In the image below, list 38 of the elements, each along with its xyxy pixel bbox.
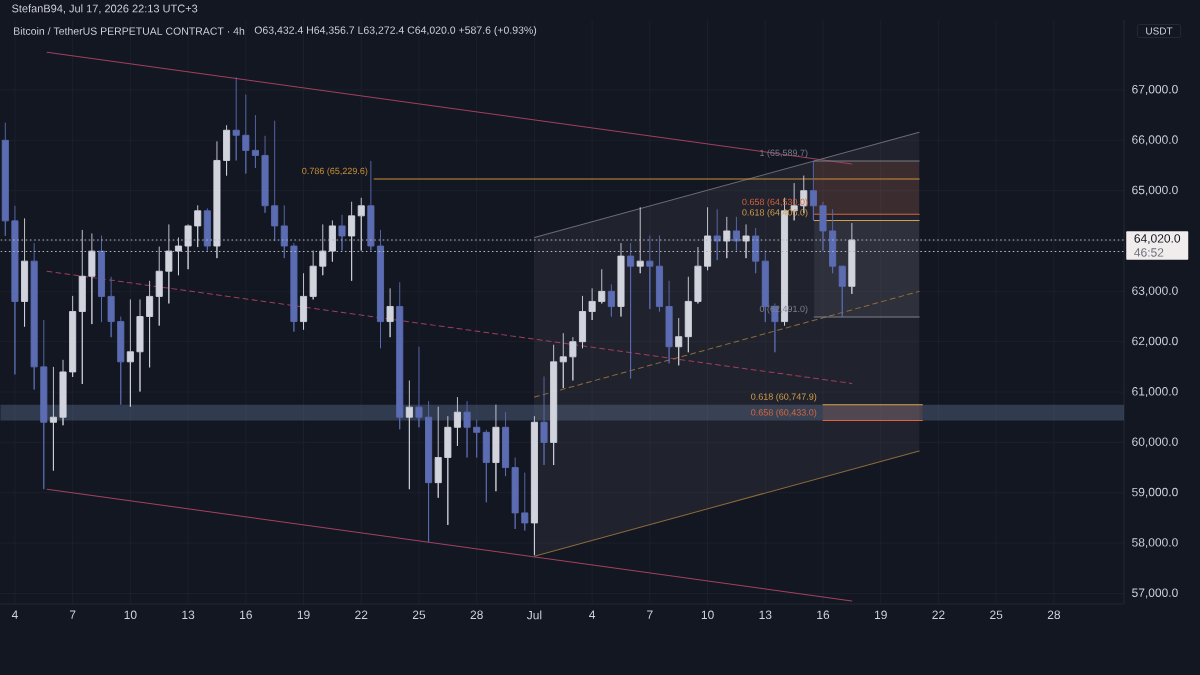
- x-tick-label: 22: [355, 610, 368, 619]
- x-tick-label: Jul: [526, 610, 542, 620]
- text: 46:52: [1134, 248, 1164, 257]
- x-tick-label: 10: [124, 610, 137, 620]
- x-tick-label: 13: [182, 610, 195, 620]
- y-tick-label: 61,000.0: [1132, 387, 1178, 398]
- y-tick-label: 66,000.0: [1132, 135, 1178, 146]
- y-tick-label: 57,000.0: [1132, 588, 1178, 599]
- text: Bitcoin / TetherUS PERPETUAL CONTRACT · 4h: [14, 27, 245, 35]
- x-tick-label: 16: [240, 610, 252, 620]
- x-tick-label: 25: [412, 610, 426, 620]
- x-tick-label: 16: [817, 610, 830, 620]
- x-tick-label: 19: [874, 610, 887, 620]
- x-tick-label: 4: [589, 610, 596, 619]
- x-tick-label: 13: [759, 610, 772, 620]
- x-tick-label: 28: [1047, 610, 1061, 620]
- y-tick-label: 60,000.0: [1132, 437, 1178, 448]
- y-tick-label: 58,000.0: [1132, 538, 1178, 549]
- x-tick-label: 22: [932, 610, 945, 619]
- x-tick-label: 28: [470, 610, 483, 620]
- x-tick-label: 19: [297, 610, 310, 620]
- y-tick-label: 59,000.0: [1132, 487, 1178, 498]
- x-tick-label: 4: [11, 610, 18, 619]
- y-tick-label: 62,000.0: [1132, 336, 1178, 347]
- series-label: 0.786 (65,229.6): [302, 167, 368, 176]
- x-tick-label: 7: [69, 610, 76, 619]
- x-tick-label: 25: [990, 610, 1003, 620]
- series-label: 0.618 (60,747.9): [751, 393, 817, 402]
- ref-line-label: 64,020.0: [1134, 234, 1181, 245]
- y-axis-title: USDT: [1146, 27, 1173, 35]
- y-tick-label: 65,000.0: [1132, 185, 1178, 196]
- text: StefanB94, Jul 17, 2026 22:13 UTC+3: [12, 4, 198, 14]
- y-tick-label: 67,000.0: [1132, 85, 1178, 95]
- series-label: 0.658 (60,433.0): [751, 409, 817, 418]
- x-tick-label: 10: [701, 610, 714, 620]
- y-tick-label: 63,000.0: [1132, 286, 1178, 297]
- x-tick-label: 7: [647, 610, 653, 619]
- annotation: O63,432.4 H64,356.7 L63,272.4 C64,020.0 +587.6 (+0.93%): [254, 26, 537, 36]
